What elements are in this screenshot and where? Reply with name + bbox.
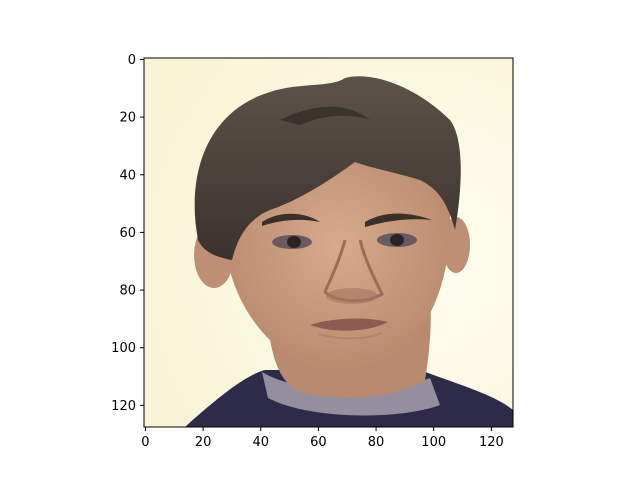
y-tick-label: 60 [119, 226, 136, 241]
hair-shape [194, 76, 461, 260]
x-tick-label: 20 [195, 435, 212, 450]
mouth-shape [310, 318, 388, 331]
left-eyebrow [262, 213, 320, 226]
y-tick-label: 80 [119, 284, 136, 299]
x-tick-label: 100 [421, 435, 446, 450]
y-tick-label: 20 [119, 111, 136, 126]
plot-frame [143, 57, 514, 428]
x-axis-ticks: 0 20 40 60 80 100 120 [141, 427, 504, 450]
y-tick-label: 0 [128, 53, 136, 68]
x-tick-label: 80 [368, 435, 385, 450]
y-axis-ticks: 0 20 40 60 80 100 120 [111, 53, 144, 414]
y-tick-label: 40 [119, 168, 136, 183]
x-tick-label: 0 [141, 435, 149, 450]
y-tick-label: 100 [111, 341, 136, 356]
x-tick-label: 60 [310, 435, 327, 450]
y-tick-label: 120 [111, 399, 136, 414]
right-eyebrow [365, 213, 432, 227]
x-tick-label: 120 [479, 435, 504, 450]
face-photo [144, 58, 513, 427]
x-tick-label: 40 [252, 435, 269, 450]
